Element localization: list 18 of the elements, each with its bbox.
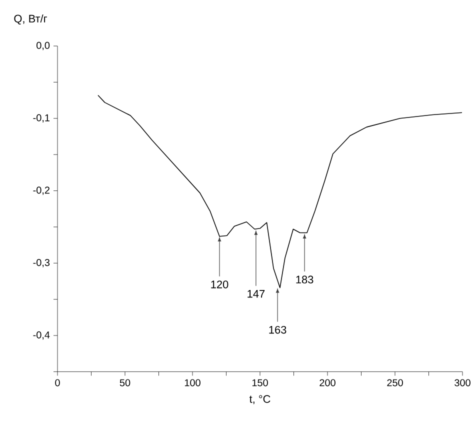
y-tick-label: -0,1 xyxy=(33,114,50,122)
y-tick-label: -0,2 xyxy=(33,186,50,195)
y-tick-label: -0,3 xyxy=(33,259,50,268)
x-tick-label: 150 xyxy=(252,379,268,386)
annotation: 120 xyxy=(211,280,228,288)
x-tick-label: 0 xyxy=(55,379,60,386)
annotation: 163 xyxy=(269,326,286,334)
x-tick-label: 200 xyxy=(320,379,336,386)
x-tick-label: 50 xyxy=(120,379,130,386)
x-axis-title: t, °C xyxy=(249,395,270,404)
y-tick-label: 0,0 xyxy=(36,42,50,50)
annotation: 147 xyxy=(248,290,265,298)
x-tick-label: 250 xyxy=(387,379,403,386)
y-axis-title: Q, Вт/г xyxy=(14,14,47,24)
annotation: 183 xyxy=(296,276,314,284)
x-tick-label: 100 xyxy=(184,379,200,386)
x-tick-label: 300 xyxy=(454,379,470,386)
y-tick-label: -0,4 xyxy=(33,331,50,340)
